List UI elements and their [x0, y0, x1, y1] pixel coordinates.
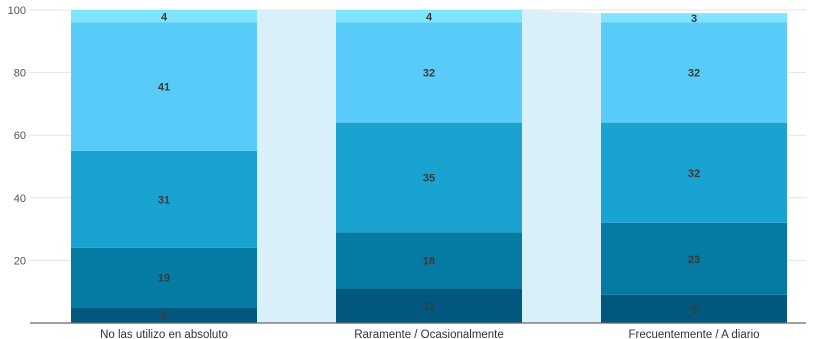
bar-segment — [336, 122, 522, 233]
bar-segment — [71, 22, 257, 151]
data-label: 32 — [688, 168, 700, 180]
data-label: 3 — [691, 13, 697, 25]
y-tick-label: 20 — [14, 255, 26, 267]
data-label: 9 — [691, 304, 697, 316]
bar-segment — [601, 222, 787, 295]
bar-segment — [71, 10, 257, 23]
y-tick-label: 100 — [8, 5, 26, 17]
data-label: 23 — [688, 254, 700, 266]
y-tick-label: 60 — [14, 130, 26, 142]
x-category-label: Raramente / Ocasionalmente — [354, 329, 504, 339]
data-label: 32 — [688, 68, 700, 80]
y-axis-ticks: 20 40 60 80 100 — [8, 5, 26, 267]
data-label: 18 — [423, 255, 435, 267]
bar-segment — [336, 288, 522, 323]
bar-segment — [601, 122, 787, 223]
bars — [71, 10, 787, 323]
bar-segment — [336, 22, 522, 123]
data-label: 11 — [423, 301, 435, 313]
bar-segment — [71, 150, 257, 248]
x-axis-labels: No las utilizo en absoluto Raramente / Oc… — [100, 329, 759, 339]
y-tick-label: 40 — [14, 193, 26, 205]
data-label: 41 — [158, 82, 170, 94]
bar-segment — [336, 10, 522, 23]
data-label: 5 — [161, 310, 167, 322]
bar-segment — [71, 247, 257, 308]
data-label: 35 — [423, 172, 435, 184]
data-label: 4 — [161, 11, 168, 23]
bar-connectors — [257, 10, 601, 323]
bar-segment — [601, 22, 787, 123]
data-label: 4 — [426, 11, 433, 23]
data-label: 31 — [158, 194, 170, 206]
data-label: 19 — [158, 273, 170, 285]
x-category-label: Frecuentemente / A diario — [628, 329, 759, 339]
bar-segment — [336, 232, 522, 289]
data-label: 32 — [423, 68, 435, 80]
y-tick-label: 80 — [14, 68, 26, 80]
bar-segment — [601, 13, 787, 23]
bar-segment — [601, 294, 787, 323]
bar-segment — [71, 307, 257, 323]
connector-band — [522, 10, 601, 323]
x-category-label: No las utilizo en absoluto — [100, 329, 228, 339]
connector-band — [257, 10, 336, 323]
data-labels: 5 19 31 41 4 11 18 35 32 4 9 23 32 32 3 — [158, 11, 700, 322]
